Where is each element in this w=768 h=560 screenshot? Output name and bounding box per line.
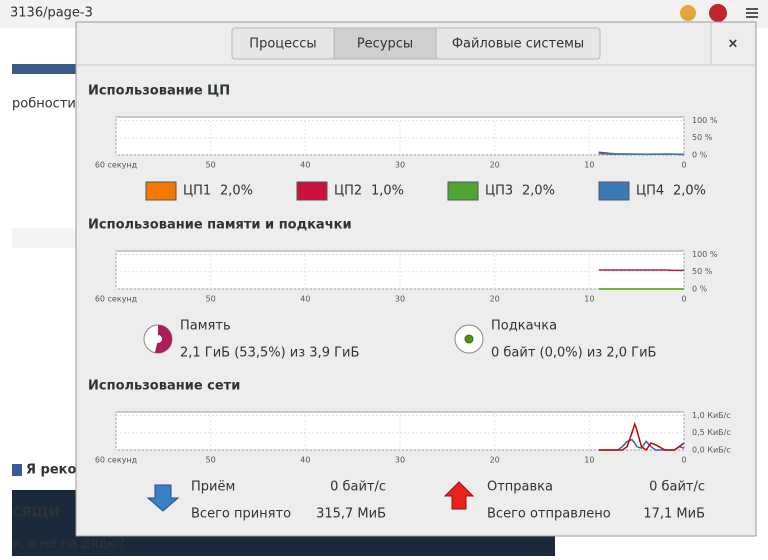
y-tick-label: 0,5 КиБ/с xyxy=(692,428,731,437)
x-tick-label: 0 xyxy=(681,161,686,170)
net-total: 17,1 МиБ xyxy=(643,507,705,522)
x-tick-label: 10 xyxy=(584,161,594,170)
section-title: Использование сети xyxy=(88,379,240,394)
x-tick-label: 20 xyxy=(490,456,500,465)
x-tick-label: 60 секунд xyxy=(95,295,138,304)
y-tick-label: 0 % xyxy=(692,285,708,294)
legend-value: 2,0% xyxy=(522,184,555,199)
send-icon xyxy=(443,481,475,510)
legend-label: ЦП2 xyxy=(334,184,362,199)
graph-area xyxy=(115,411,685,451)
x-tick-label: 10 xyxy=(584,295,594,304)
y-tick-label: 0 % xyxy=(692,151,708,160)
fb-icon xyxy=(12,464,22,476)
usage-label: Память xyxy=(180,319,231,334)
legend-swatch[interactable] xyxy=(145,181,177,201)
usage-pie xyxy=(154,325,172,353)
y-tick-label: 50 % xyxy=(692,267,713,276)
legend-value: 2,0% xyxy=(220,184,253,199)
x-tick-label: 60 секунд xyxy=(95,456,138,465)
x-tick-label: 0 xyxy=(681,295,686,304)
menu-icon[interactable] xyxy=(746,8,758,10)
legend-swatch[interactable] xyxy=(296,181,328,201)
fb-bar xyxy=(12,462,76,478)
x-tick-label: 10 xyxy=(584,456,594,465)
x-tick-label: 20 xyxy=(490,295,500,304)
section-title: Использование памяти и подкачки xyxy=(88,218,352,233)
series-line xyxy=(598,152,684,156)
page-header xyxy=(12,64,76,74)
net-rate: 0 байт/с xyxy=(330,480,386,495)
y-tick-label: 50 % xyxy=(692,133,713,142)
x-tick-label: 40 xyxy=(300,456,310,465)
editor-toolbar xyxy=(12,228,76,248)
y-tick-label: 1,0 КиБ/с xyxy=(692,411,731,420)
net-label: Отправка xyxy=(487,480,553,495)
menu-icon xyxy=(746,12,758,14)
receive-icon xyxy=(146,484,180,512)
y-tick-label: 100 % xyxy=(692,116,718,125)
net-total-label: Всего принято xyxy=(191,507,291,522)
y-tick-label: 0,0 КиБ/с xyxy=(692,446,731,455)
series-line xyxy=(598,421,685,452)
legend-value: 1,0% xyxy=(371,184,404,199)
menu-icon xyxy=(746,16,758,18)
x-tick-label: 30 xyxy=(395,161,405,170)
legend-swatch[interactable] xyxy=(447,181,479,201)
usage-pie xyxy=(464,334,474,344)
legend-label: ЦП4 xyxy=(636,184,664,199)
net-total-label: Всего отправлено xyxy=(487,507,611,522)
x-tick-label: 40 xyxy=(300,161,310,170)
legend-swatch[interactable] xyxy=(598,181,630,201)
adblock-icon[interactable] xyxy=(709,4,727,22)
net-rate: 0 байт/с xyxy=(649,480,705,495)
banner-text: СЯЩИ xyxy=(12,506,60,521)
x-tick-label: 20 xyxy=(490,161,500,170)
x-tick-label: 60 секунд xyxy=(95,161,138,170)
x-tick-label: 50 xyxy=(206,295,216,304)
banner-text: я, а не на дядю? xyxy=(12,537,125,552)
x-tick-label: 30 xyxy=(395,295,405,304)
usage-pie-center xyxy=(154,335,162,343)
x-tick-label: 50 xyxy=(206,456,216,465)
tab[interactable]: Ресурсы xyxy=(357,37,413,52)
graph-area xyxy=(115,116,685,156)
usage-label: Подкачка xyxy=(491,319,557,334)
section-title: Использование ЦП xyxy=(88,84,230,99)
x-tick-label: 50 xyxy=(206,161,216,170)
x-tick-label: 0 xyxy=(681,456,686,465)
legend-label: ЦП1 xyxy=(183,184,211,199)
tab[interactable]: Процессы xyxy=(249,37,316,52)
tab[interactable]: Файловые системы xyxy=(452,37,584,52)
usage-text: 2,1 ГиБ (53,5%) из 3,9 ГиБ xyxy=(180,346,359,361)
legend-value: 2,0% xyxy=(673,184,706,199)
net-total: 315,7 МиБ xyxy=(316,507,386,522)
y-tick-label: 100 % xyxy=(692,250,718,259)
legend-label: ЦП3 xyxy=(485,184,513,199)
close-button[interactable]: × xyxy=(728,37,739,52)
url[interactable]: 3136/page-3 xyxy=(10,6,93,21)
x-tick-label: 40 xyxy=(300,295,310,304)
net-label: Приём xyxy=(191,480,235,495)
weather-icon[interactable] xyxy=(680,5,696,21)
usage-text: 0 байт (0,0%) из 2,0 ГиБ xyxy=(491,346,656,361)
x-tick-label: 30 xyxy=(395,456,405,465)
